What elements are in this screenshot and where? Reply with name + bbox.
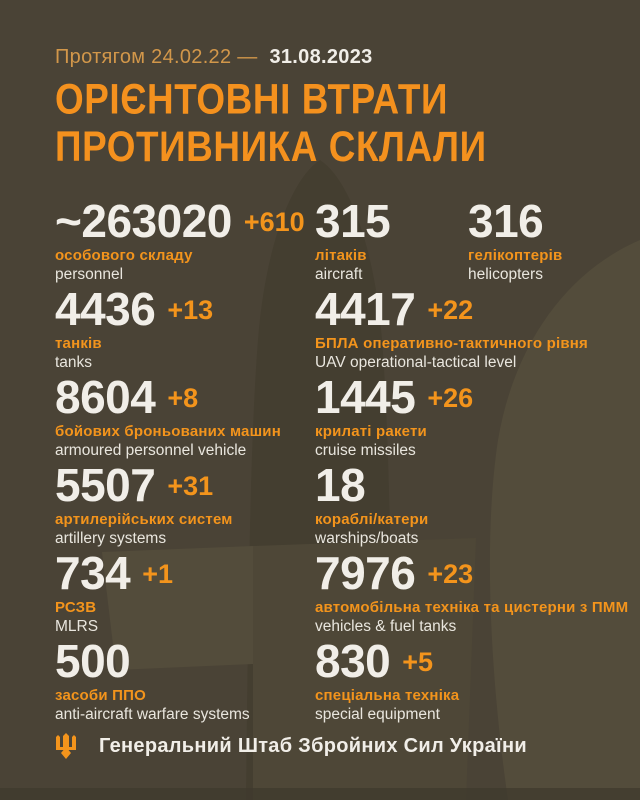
stat-label-en: warships/boats [315, 530, 419, 547]
stat-label-en: tanks [55, 354, 93, 371]
stat-artillery: 5507 +31 артилерійських систем artillery… [55, 461, 315, 549]
stat-label-ua: артилерійських систем [55, 511, 233, 528]
stat-label-en: anti-aircraft warfare systems [55, 706, 250, 723]
page-title-line2: ПРОТИВНИКА СКЛАЛИ [55, 123, 487, 171]
report-period-prefix: Протягом 24.02.22 — [55, 46, 258, 68]
stat-label-ua: засоби ППО [55, 687, 146, 704]
stat-mlrs: 734 +1 РСЗВ MLRS [55, 549, 315, 637]
stat-label-ua: автомобільна техніка та цистерни з ПММ [315, 599, 629, 616]
stat-label-ua: гелікоптерів [468, 247, 563, 264]
stat-delta: +26 [427, 383, 474, 413]
stat-pair-air: 315 літаків aircraft 316 гелікоптерів he… [315, 197, 632, 285]
report-period-date: 31.08.2023 [269, 46, 373, 68]
stat-delta: +5 [402, 647, 434, 677]
stat-label-en: helicopters [468, 266, 543, 283]
stat-label-en: vehicles & fuel tanks [315, 618, 457, 635]
page-title: ОРІЄНТОВНІ ВТРАТИ ПРОТИВНИКА СКЛАЛИ [55, 76, 487, 171]
stat-vehicles: 7976 +23 автомобільна техніка та цистерн… [315, 549, 632, 637]
stat-label-en: UAV operational-tactical level [315, 354, 517, 371]
stat-delta: +8 [167, 383, 199, 413]
stat-label-ua: особового складу [55, 247, 193, 264]
stat-value: 1445 [315, 371, 416, 423]
stat-value: 5507 [55, 459, 156, 511]
stat-delta: +610 [243, 207, 305, 237]
footer-organization: Генеральний Штаб Збройних Сил України [99, 734, 527, 757]
stat-delta: +31 [167, 471, 214, 501]
stat-label-ua: бойових броньованих машин [55, 423, 281, 440]
stat-value: 18 [315, 459, 366, 511]
stat-value: 316 [468, 195, 544, 247]
page-title-line1: ОРІЄНТОВНІ ВТРАТИ [55, 76, 449, 124]
stat-label-en: cruise missiles [315, 442, 416, 459]
trident-icon [56, 733, 76, 759]
stat-delta: +23 [427, 559, 474, 589]
stat-uav: 4417 +22 БПЛА оперативно-тактичного рівн… [315, 285, 632, 373]
stats-grid: ~263020 +610 особового складу personnel … [55, 197, 632, 725]
stat-value: 734 [55, 547, 131, 599]
stat-value: 8604 [55, 371, 156, 423]
stat-label-en: personnel [55, 266, 124, 283]
stat-label-en: special equipment [315, 706, 440, 723]
stat-warships: 18 кораблі/катери warships/boats [315, 461, 632, 549]
stat-label-en: armoured personnel vehicle [55, 442, 247, 459]
stat-value: 4436 [55, 283, 156, 335]
stat-delta: +1 [142, 559, 174, 589]
stat-label-ua: БПЛА оперативно-тактичного рівня [315, 335, 589, 352]
stat-delta: +22 [427, 295, 474, 325]
stat-aaw: 500 засоби ППО anti-aircraft warfare sys… [55, 637, 315, 725]
stat-tanks: 4436 +13 танків tanks [55, 285, 315, 373]
stat-special-equipment: 830 +5 спеціальна техніка special equipm… [315, 637, 632, 725]
stat-aircraft: 315 літаків aircraft [315, 197, 468, 285]
stat-value: ~263020 [55, 195, 232, 247]
report-period: Протягом 24.02.22 — 31.08.2023 [55, 46, 373, 69]
stat-label-ua: РСЗВ [55, 599, 97, 616]
stat-value: 7976 [315, 547, 416, 599]
stat-label-en: artillery systems [55, 530, 167, 547]
stat-label-ua: крилаті ракети [315, 423, 427, 440]
stat-label-ua: літаків [315, 247, 367, 264]
footer: Генеральний Штаб Збройних Сил України [55, 733, 527, 759]
stat-delta: +13 [167, 295, 214, 325]
stat-apv: 8604 +8 бойових броньованих машин armour… [55, 373, 315, 461]
stat-value: 830 [315, 635, 391, 687]
stat-label-en: MLRS [55, 618, 99, 635]
stat-label-ua: кораблі/катери [315, 511, 429, 528]
stat-value: 315 [315, 195, 391, 247]
stat-value: 500 [55, 635, 131, 687]
stat-personnel: ~263020 +610 особового складу personnel [55, 197, 315, 285]
stat-helicopters: 316 гелікоптерів helicopters [468, 197, 562, 285]
stat-label-ua: танків [55, 335, 102, 352]
stat-label-en: aircraft [315, 266, 363, 283]
stat-label-ua: спеціальна техніка [315, 687, 460, 704]
stat-cruise-missiles: 1445 +26 крилаті ракети cruise missiles [315, 373, 632, 461]
stat-value: 4417 [315, 283, 416, 335]
